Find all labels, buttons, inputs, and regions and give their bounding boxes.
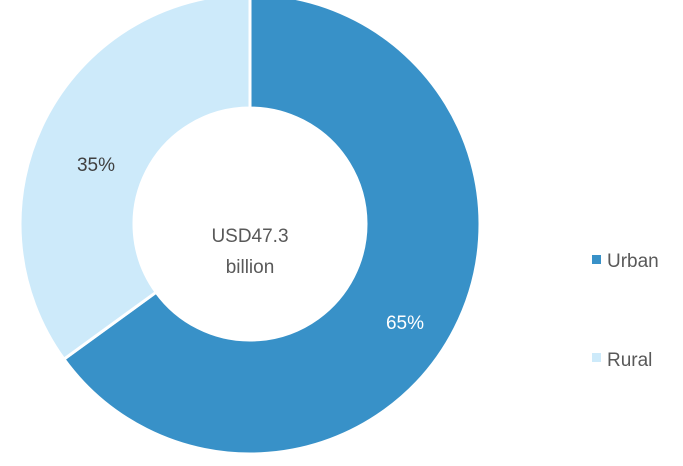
center-label-line-2: billion [226,257,275,278]
slice-label-urban: 65% [386,313,424,334]
slice-labels: 65% 35% [77,155,424,334]
legend-label-rural: Rural [607,350,652,371]
slice-label-rural: 35% [77,155,115,176]
legend-label-urban: Urban [607,251,659,272]
slice-rural [18,0,252,362]
center-label: USD47.3 billion [211,226,288,278]
legend-swatch-urban [592,255,601,264]
slice-urban [61,0,482,456]
legend-swatch-rural [592,353,601,362]
donut-slices [18,0,482,456]
legend: Urban Rural [592,251,659,371]
center-label-line-1: USD47.3 [211,226,288,247]
